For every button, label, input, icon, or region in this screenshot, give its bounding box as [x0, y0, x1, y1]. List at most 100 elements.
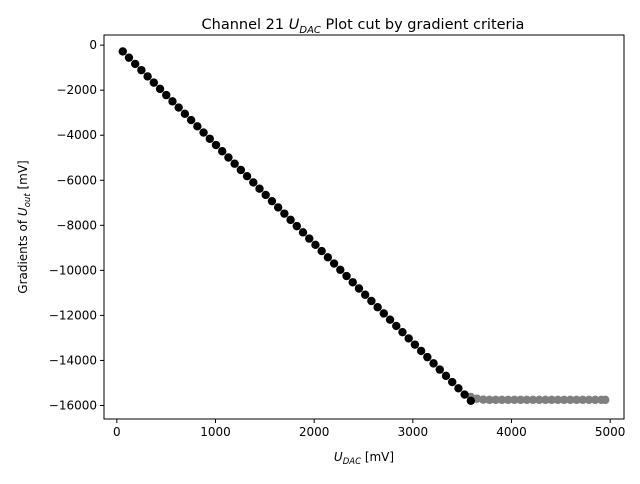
- data-point-kept: [261, 190, 270, 200]
- data-point-kept: [311, 240, 320, 250]
- x-tick-label: 0: [113, 425, 121, 439]
- data-point-kept: [130, 59, 140, 69]
- data-point-kept: [155, 84, 165, 94]
- data-point-kept: [466, 396, 476, 406]
- y-tick-label: −10000: [49, 263, 97, 277]
- y-tick-label: −14000: [49, 353, 97, 367]
- data-point-kept: [423, 352, 432, 362]
- data-point-cut: [485, 395, 494, 405]
- data-point-kept: [323, 253, 333, 262]
- data-point-kept: [441, 371, 451, 381]
- data-point-cut: [510, 395, 519, 405]
- data-point-cut: [541, 395, 550, 405]
- y-tick-label: −12000: [49, 308, 97, 322]
- data-point-kept: [348, 278, 357, 287]
- data-point-kept: [218, 147, 227, 156]
- data-point-kept: [305, 234, 314, 243]
- data-point-kept: [298, 228, 308, 237]
- data-point-kept: [236, 165, 246, 175]
- data-point-cut: [578, 395, 587, 405]
- data-point-kept: [174, 103, 183, 112]
- x-tick-label: 2000: [299, 425, 330, 439]
- data-point-kept: [193, 122, 202, 131]
- data-point-kept: [249, 178, 258, 187]
- data-point-kept: [124, 53, 134, 62]
- data-point-cut: [601, 395, 610, 405]
- data-point-kept: [448, 377, 457, 387]
- data-point-kept: [429, 359, 438, 368]
- data-point-kept: [242, 172, 252, 181]
- data-point-kept: [224, 153, 233, 162]
- data-point-kept: [398, 327, 407, 337]
- data-point-cut: [590, 395, 600, 405]
- x-axis-ticks: 0 1000 2000 3000 4000 5000: [113, 419, 625, 439]
- data-point-kept: [354, 284, 364, 293]
- data-point-kept: [180, 109, 190, 119]
- data-point-kept: [373, 303, 382, 312]
- data-point-kept: [404, 334, 413, 343]
- y-axis-ticks: 0 −2000 −4000 −6000 −8000 −10000 −12000 −14000 −…: [49, 38, 104, 412]
- data-point-cut: [491, 395, 500, 405]
- data-point-cut: [584, 395, 594, 405]
- plot-area: [103, 34, 625, 420]
- data-point-kept: [342, 271, 351, 281]
- data-point-kept: [118, 47, 127, 56]
- data-point-kept: [168, 97, 177, 106]
- data-point-kept: [410, 340, 420, 349]
- data-point-kept: [255, 184, 264, 193]
- data-point-cut: [522, 395, 532, 405]
- data-point-kept: [336, 265, 345, 274]
- data-point-kept: [273, 203, 283, 212]
- x-axis-label: UDAC [mV]: [334, 450, 394, 467]
- data-point-cut: [553, 395, 563, 405]
- data-point-kept: [211, 140, 221, 150]
- data-point-kept: [267, 196, 277, 206]
- x-tick-label: 3000: [398, 425, 429, 439]
- y-axis-label: Gradients of Uout [mV]: [16, 160, 33, 293]
- data-point-kept: [143, 72, 152, 81]
- y-tick-label: −8000: [56, 218, 97, 232]
- y-tick-label: −2000: [56, 83, 97, 97]
- y-tick-label: −16000: [49, 398, 97, 412]
- data-point-cut: [497, 395, 507, 405]
- data-point-kept: [205, 134, 214, 143]
- y-tick-label: −6000: [56, 173, 97, 187]
- data-point-kept: [292, 221, 302, 231]
- data-point-kept: [379, 309, 389, 318]
- x-tick-label: 1000: [200, 425, 231, 439]
- data-point-kept: [317, 246, 326, 256]
- data-point-kept: [137, 65, 146, 75]
- data-point-cut: [503, 395, 513, 405]
- data-point-kept: [230, 159, 239, 168]
- data-point-kept: [416, 346, 426, 356]
- data-points: [118, 47, 610, 406]
- x-tick-label: 4000: [496, 425, 527, 439]
- data-point-cut: [535, 395, 544, 405]
- data-point-cut: [566, 395, 575, 405]
- data-point-kept: [454, 384, 463, 393]
- data-point-cut: [528, 395, 538, 405]
- chart-title: Channel 21 UDAC Plot cut by gradient cri…: [202, 17, 525, 36]
- data-point-kept: [435, 365, 444, 374]
- x-tick-label: 5000: [595, 425, 626, 439]
- data-point-kept: [280, 209, 289, 218]
- data-point-kept: [286, 215, 295, 225]
- data-point-kept: [329, 259, 339, 268]
- data-point-kept: [385, 315, 395, 324]
- data-point-cut: [516, 395, 525, 405]
- data-point-kept: [367, 296, 376, 306]
- y-tick-label: 0: [89, 38, 97, 52]
- data-point-kept: [149, 78, 159, 87]
- data-point-cut: [479, 395, 488, 404]
- data-point-cut: [547, 395, 556, 405]
- data-point-kept: [186, 115, 196, 125]
- data-point-cut: [572, 395, 581, 405]
- data-point-kept: [199, 128, 208, 137]
- data-point-kept: [392, 321, 401, 331]
- data-point-kept: [162, 90, 171, 100]
- data-point-cut: [559, 395, 569, 405]
- data-point-kept: [460, 390, 469, 399]
- data-point-kept: [360, 290, 370, 299]
- y-tick-label: −4000: [56, 128, 97, 142]
